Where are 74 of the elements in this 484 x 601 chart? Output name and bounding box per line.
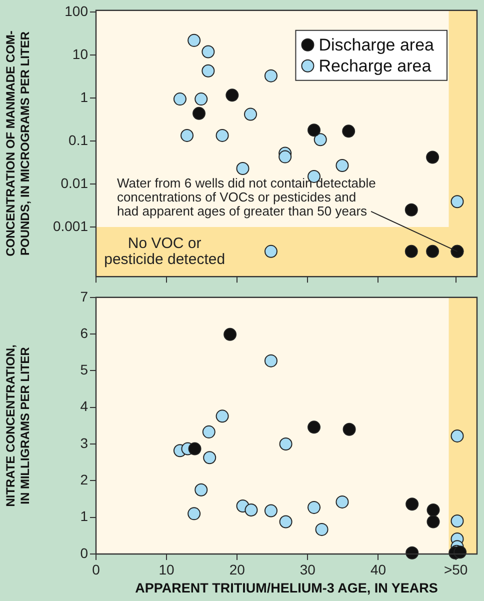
point	[244, 504, 258, 517]
y-tick-label: 5	[80, 362, 88, 378]
point	[216, 410, 229, 423]
point	[203, 451, 216, 464]
point	[426, 150, 440, 164]
y-axis-title: NITRATE CONCENTRATION, IN MILLIGRAMS PER LITER	[4, 344, 32, 507]
point	[450, 514, 464, 528]
point	[450, 429, 464, 442]
y-tick-label: 7	[80, 288, 88, 304]
y-tick-label: 3	[80, 434, 88, 451]
point	[342, 422, 356, 436]
point	[188, 442, 202, 456]
y-tick-label: 100	[64, 3, 88, 20]
x-tick-label: 40	[370, 561, 386, 578]
point	[406, 498, 419, 511]
point	[278, 150, 292, 164]
point	[279, 515, 292, 528]
x-tick-label: 30	[300, 561, 316, 578]
point	[188, 34, 201, 47]
point	[180, 128, 194, 142]
point	[314, 133, 327, 146]
point	[404, 203, 418, 216]
point	[426, 244, 440, 258]
point	[264, 244, 278, 258]
x-tick-label: 20	[229, 561, 246, 578]
point	[202, 64, 215, 78]
point	[202, 45, 215, 58]
x-tick-label: 0	[92, 561, 100, 578]
point	[244, 108, 258, 121]
point	[336, 158, 349, 172]
band-label: No VOC or pesticide detected	[104, 234, 226, 268]
point	[264, 354, 278, 368]
legend-label: Recharge area	[318, 56, 432, 76]
point	[194, 483, 208, 496]
point	[216, 128, 229, 142]
point	[308, 500, 321, 514]
point	[224, 328, 237, 341]
point	[279, 438, 292, 451]
y-axis-title: CONCENTRATION OF MANMADE COM- POUNDS, IN MICROGRAMS PER LITER	[4, 30, 32, 256]
x-tick-label: 10	[158, 561, 175, 578]
point	[194, 92, 208, 106]
y-tick-label: 0.001	[52, 218, 88, 234]
x-tick-label: >50	[444, 561, 468, 578]
y-tick-label: 10	[72, 46, 88, 62]
point	[192, 106, 206, 120]
point	[264, 504, 278, 518]
point	[426, 515, 440, 528]
point	[454, 546, 467, 559]
point	[308, 124, 321, 137]
point	[450, 195, 464, 208]
point	[406, 546, 419, 560]
point	[188, 507, 201, 520]
point	[202, 425, 216, 438]
y-tick-label: 6	[80, 324, 88, 341]
point	[315, 522, 328, 536]
point	[236, 162, 250, 175]
y-tick-label: 0	[80, 544, 88, 561]
point	[426, 504, 440, 517]
y-tick-label: 0.1	[68, 132, 88, 148]
annotation: Water from 6 wells did not contain detectable concentrations of VOCs or pesticides and had apparent ages of greater than 50 years	[116, 175, 376, 218]
y-tick-label: 1	[80, 88, 88, 105]
y-tick-label: 2	[80, 472, 88, 488]
legend-label: Discharge area	[318, 36, 435, 55]
point	[226, 88, 239, 102]
point	[308, 420, 321, 434]
point	[264, 69, 278, 82]
point	[336, 495, 349, 508]
y-tick-label: 1	[80, 508, 88, 524]
point	[173, 92, 186, 106]
y-tick-label: 4	[80, 398, 88, 414]
y-tick-label: 0.01	[60, 174, 88, 191]
point	[342, 124, 356, 138]
point	[404, 244, 418, 258]
x-axis-title: APPARENT TRITIUM/HELIUM-3 AGE, IN YEARS	[135, 580, 438, 596]
